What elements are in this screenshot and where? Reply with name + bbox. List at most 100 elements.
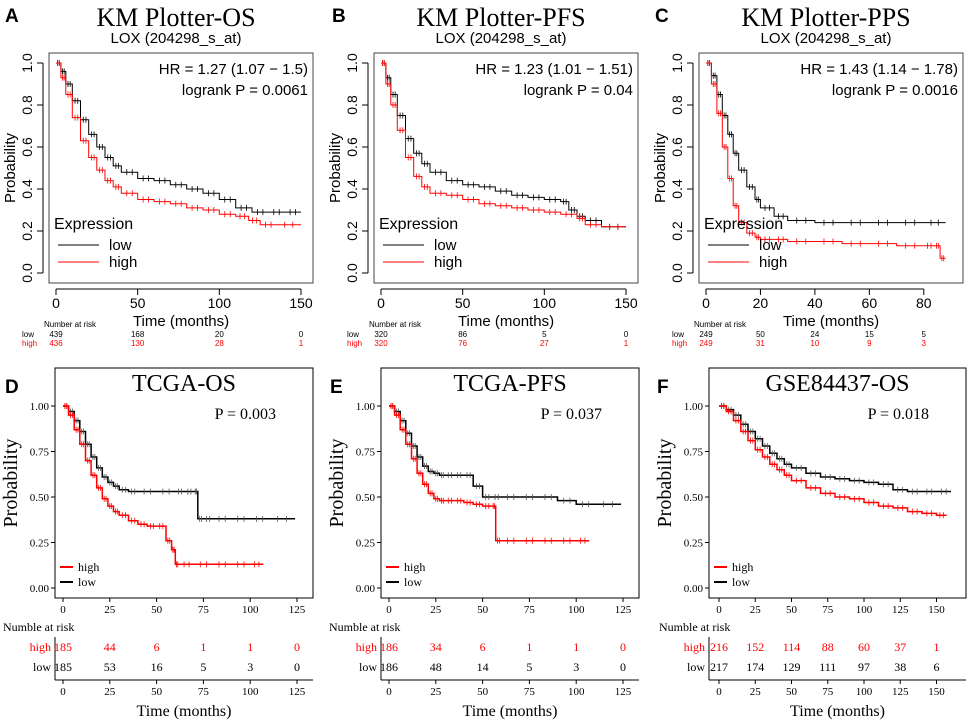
risk-row-label: low [359,660,377,674]
x-axis-label: Time (months) [137,703,232,720]
risk-x-tick-label: 25 [430,686,442,698]
x-tick-label: 0 [377,295,385,311]
risk-value: 0 [299,330,304,339]
risk-row-label: high [30,640,51,654]
plot-frame [373,52,639,284]
panel-e: TCGA-PFS 0.00 0.25 0.50 0.75 1.00 Probability 0… [326,367,640,720]
y-tick-label: 0.75 [356,447,376,459]
x-tick-label: 75 [822,604,834,616]
risk-value: 185 [54,660,72,674]
risk-value: 249 [699,330,713,339]
y-tick-label: 0.0 [19,263,35,283]
risk-value: 1 [624,339,629,348]
risk-x-tick-label: 75 [822,686,834,698]
survival-curve-low [706,62,946,224]
plot-frame [48,52,314,284]
risk-x-tick-label: 100 [242,686,259,698]
panel-title: KM Plotter-PFS [416,3,585,32]
risk-value: 1 [299,339,304,348]
x-tick-label: 150 [289,295,313,311]
y-tick-label: 0.2 [19,221,35,241]
y-axis-label: Probability [327,132,344,203]
legend-title: Expression [54,216,133,233]
p-value: P = 0.003 [215,406,276,423]
y-tick-label: 0.6 [344,137,360,157]
panel-letter: D [5,377,19,398]
legend-title: Expression [704,216,783,233]
y-tick-label: 0.50 [356,492,376,504]
x-tick-label: 150 [928,604,945,616]
risk-x-tick-label: 0 [386,686,392,698]
risk-value: 436 [49,339,63,348]
x-tick-label: 0 [386,604,392,616]
y-tick-label: 0.2 [669,221,685,241]
survival-curve-high [63,405,264,566]
risk-x-tick-label: 125 [289,686,306,698]
x-tick-label: 60 [862,295,878,311]
risk-value: 1 [526,640,532,654]
risk-value: 86 [458,330,467,339]
y-tick-label: 0.00 [30,583,50,595]
risk-value: 3 [922,339,927,348]
panel-letter: E [330,377,343,398]
panel-letter: C [655,6,669,27]
panel-subtitle: LOX (204298_s_at) [761,30,892,47]
x-axis-label: Time (months) [783,313,879,330]
risk-value: 14 [477,660,489,674]
y-tick-label: 0.8 [344,95,360,115]
risk-table-header: Number at risk [369,320,422,329]
legend-label-low: low [434,237,457,254]
risk-value: 216 [710,640,728,654]
y-tick-label: 0.8 [669,95,685,115]
x-tick-label: 75 [198,604,210,616]
risk-row-label: high [22,339,37,348]
x-tick-label: 25 [104,604,116,616]
x-axis-label: Time (months) [133,313,229,330]
y-tick-label: 1.00 [356,401,376,413]
risk-row-label: low [22,330,34,339]
risk-x-tick-label: 75 [198,686,210,698]
risk-table-header: Numble at risk [659,620,730,634]
x-tick-label: 150 [614,295,638,311]
risk-value: 16 [151,660,163,674]
risk-value: 6 [154,640,160,654]
survival-curve-high [719,405,947,516]
risk-row-label: high [684,640,705,654]
panel-f: GSE84437-OS 0.00 0.25 0.50 0.75 1.00 Probabili… [654,367,967,720]
risk-value: 111 [819,660,836,674]
risk-value: 34 [430,640,442,654]
risk-value: 9 [867,339,872,348]
hazard-ratio: HR = 1.27 (1.07 − 1.5) [159,61,308,78]
panel-title: TCGA-PFS [453,371,566,397]
x-tick-label: 20 [753,295,769,311]
risk-value: 5 [922,330,927,339]
panel-d: TCGA-OS 0.00 0.25 0.50 0.75 1.00 Probability 0 2… [0,367,314,720]
legend-label-high: high [434,254,462,271]
y-tick-label: 0.4 [669,179,685,199]
risk-x-tick-label: 100 [568,686,585,698]
risk-value: 10 [810,339,819,348]
survival-curve-low [381,62,626,228]
y-tick-label: 0.25 [356,538,376,550]
x-tick-label: 0 [702,295,710,311]
y-tick-label: 0.0 [669,263,685,283]
x-tick-label: 50 [455,295,471,311]
x-tick-label: 100 [533,295,557,311]
risk-value: 1 [934,640,940,654]
risk-row-label: low [687,660,705,674]
risk-value: 152 [746,640,764,654]
risk-row-label: low [672,330,684,339]
risk-value: 249 [699,339,713,348]
x-tick-label: 50 [130,295,146,311]
risk-value: 5 [542,330,547,339]
risk-x-tick-label: 125 [892,686,909,698]
x-tick-label: 100 [856,604,873,616]
panel-title: TCGA-OS [132,371,236,397]
risk-value: 6 [480,640,486,654]
risk-x-tick-label: 150 [928,686,945,698]
risk-x-tick-label: 125 [615,686,632,698]
risk-value: 27 [540,339,549,348]
risk-value: 217 [710,660,728,674]
